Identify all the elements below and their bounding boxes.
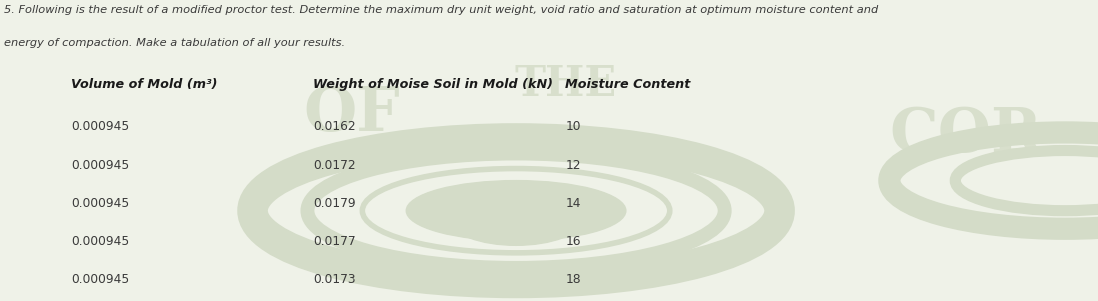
Text: 10: 10 <box>565 120 581 133</box>
Text: 0.000945: 0.000945 <box>71 120 130 133</box>
Text: 0.000945: 0.000945 <box>71 273 130 286</box>
Text: energy of compaction. Make a tabulation of all your results.: energy of compaction. Make a tabulation … <box>4 38 346 48</box>
Ellipse shape <box>450 194 582 245</box>
Text: 14: 14 <box>565 197 581 210</box>
Text: 0.000945: 0.000945 <box>71 197 130 210</box>
Text: THE: THE <box>514 63 617 105</box>
Text: 12: 12 <box>565 159 581 172</box>
Text: OF: OF <box>303 84 400 144</box>
Text: Weight of Moise Soil in Mold (kN): Weight of Moise Soil in Mold (kN) <box>313 78 553 91</box>
Text: 0.0162: 0.0162 <box>313 120 356 133</box>
Text: 0.0177: 0.0177 <box>313 235 356 248</box>
Text: 0.0172: 0.0172 <box>313 159 356 172</box>
Text: 0.0179: 0.0179 <box>313 197 356 210</box>
Text: COR: COR <box>889 105 1043 166</box>
Text: 5. Following is the result of a modified proctor test. Determine the maximum dry: 5. Following is the result of a modified… <box>4 5 878 14</box>
Text: 0.000945: 0.000945 <box>71 235 130 248</box>
Text: Moisture Content: Moisture Content <box>565 78 691 91</box>
Text: 18: 18 <box>565 273 581 286</box>
Text: 0.000945: 0.000945 <box>71 159 130 172</box>
Circle shape <box>406 181 626 241</box>
Text: 0.0173: 0.0173 <box>313 273 356 286</box>
Text: Volume of Mold (m³): Volume of Mold (m³) <box>71 78 217 91</box>
Text: 16: 16 <box>565 235 581 248</box>
